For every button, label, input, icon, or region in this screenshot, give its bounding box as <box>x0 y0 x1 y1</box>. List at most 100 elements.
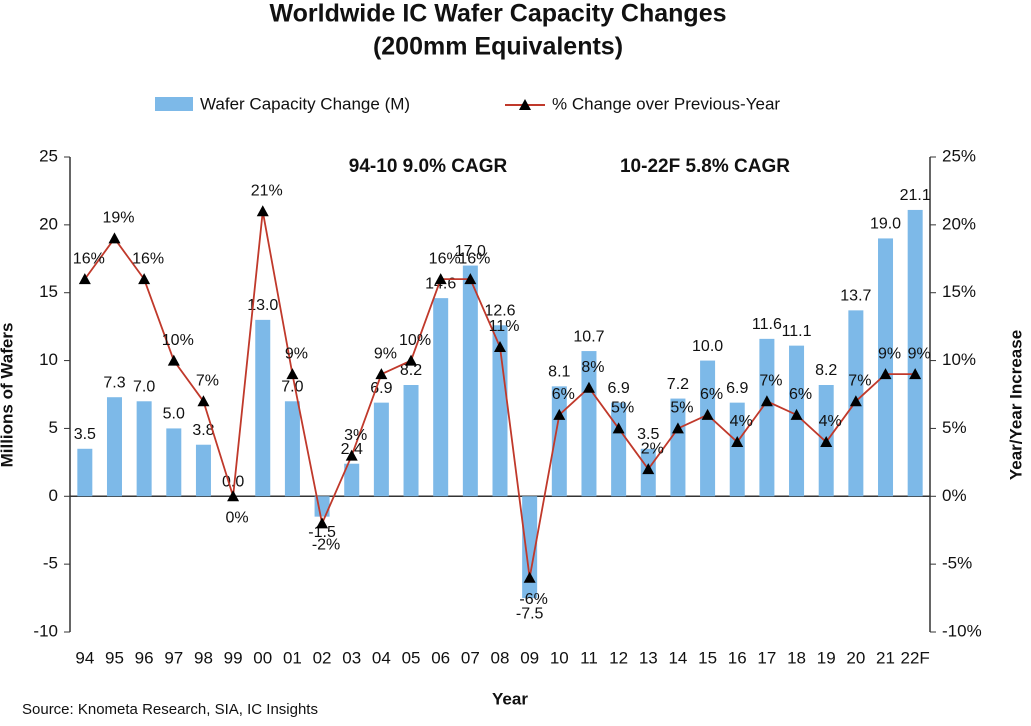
line-label: 11% <box>489 318 520 335</box>
y-tick-label: 0 <box>49 486 58 505</box>
x-tick-label: 20 <box>846 648 865 667</box>
line-marker <box>553 408 566 420</box>
x-tick-label: 94 <box>75 648 94 667</box>
x-tick-label: 16 <box>728 648 747 667</box>
bar <box>284 401 300 497</box>
line-label: 3% <box>344 427 367 444</box>
line-marker <box>434 273 447 285</box>
y-tick-label: -5 <box>43 554 58 573</box>
x-tick-label: 17 <box>757 648 776 667</box>
bar-label: 8.2 <box>815 362 837 379</box>
y-tick-label: 25 <box>39 146 58 165</box>
chart-subtitle: (200mm Equivalents) <box>373 33 623 61</box>
x-tick-label: 01 <box>283 648 302 667</box>
bar-label: 3.8 <box>192 422 214 439</box>
bar-label: -7.5 <box>516 605 544 622</box>
line-marker <box>909 368 922 380</box>
bar <box>373 402 389 497</box>
bar <box>907 209 923 497</box>
x-tick-label: 06 <box>431 648 450 667</box>
bar-label: 6.9 <box>726 380 748 397</box>
line-marker <box>760 395 773 407</box>
legend-marker <box>519 99 531 110</box>
line-label: 16% <box>458 250 490 267</box>
y-tick-label: 20 <box>39 214 58 233</box>
bar <box>789 345 805 497</box>
line-marker <box>167 354 180 366</box>
source-note: Source: Knometa Research, SIA, IC Insigh… <box>22 701 318 718</box>
bar-label: 19.0 <box>870 216 901 233</box>
x-tick-label: 95 <box>105 648 124 667</box>
bar-label: 3.5 <box>637 426 659 443</box>
bar <box>759 338 775 497</box>
y-tick-label: 5 <box>49 418 58 437</box>
x-tick-label: 05 <box>402 648 421 667</box>
y2-tick-label: 25% <box>942 146 976 165</box>
line-marker <box>227 490 240 502</box>
line-label: 0% <box>226 510 249 527</box>
y2-tick-label: 5% <box>942 418 967 437</box>
bar-label: 11.1 <box>782 323 812 340</box>
line-marker <box>820 436 833 447</box>
line-marker <box>582 381 595 393</box>
bar <box>433 298 449 497</box>
y2-tick-label: 0% <box>942 486 967 505</box>
line-marker <box>345 449 358 461</box>
x-tick-label: 18 <box>787 648 806 667</box>
line-marker <box>731 436 744 447</box>
bar-label: 17.0 <box>455 243 486 260</box>
line-label: 19% <box>102 210 134 227</box>
line-marker <box>316 517 329 529</box>
line-label: 4% <box>819 413 842 430</box>
x-tick-label: 11 <box>580 648 598 667</box>
x-tick-label: 21 <box>876 648 895 667</box>
line-label: 6% <box>700 386 723 403</box>
x-tick-label: 97 <box>164 648 183 667</box>
x-tick-label: 19 <box>817 648 836 667</box>
bar <box>611 402 627 497</box>
y2-tick-label: 10% <box>942 350 976 369</box>
bar-label: 13.7 <box>840 288 871 305</box>
x-tick-label: 99 <box>224 648 243 667</box>
bar <box>166 428 182 497</box>
bar-label: 8.2 <box>400 362 422 379</box>
line-label: 9% <box>374 345 397 362</box>
bar-label: 10.0 <box>692 338 723 355</box>
line-label: 10% <box>399 332 431 349</box>
bar-label: 5.0 <box>163 406 185 423</box>
line-marker <box>612 422 625 434</box>
bar <box>729 402 745 497</box>
line-label: 16% <box>429 250 461 267</box>
bar <box>403 385 419 497</box>
line-label: 9% <box>908 345 931 362</box>
bar <box>106 397 122 497</box>
line-label: 7% <box>848 373 871 390</box>
bar-label: 7.0 <box>281 379 303 396</box>
line-marker <box>375 368 388 380</box>
bar-label: 11.6 <box>752 316 782 333</box>
line-marker <box>523 571 536 583</box>
bar <box>195 444 211 497</box>
line-marker <box>138 273 151 285</box>
y2-tick-label: -5% <box>942 554 972 573</box>
line-label: 7% <box>759 373 782 390</box>
bar <box>551 386 567 497</box>
y-tick-label: 15 <box>39 282 58 301</box>
bar-label: 7.3 <box>103 374 125 391</box>
bar-label: 6.9 <box>607 380 629 397</box>
bar <box>700 360 716 497</box>
x-tick-label: 02 <box>313 648 332 667</box>
x-axis-title: Year <box>492 689 528 708</box>
line-label: 16% <box>132 250 164 267</box>
bar-label: 6.9 <box>370 380 392 397</box>
x-tick-label: 00 <box>253 648 272 667</box>
bar-label: 8.1 <box>548 364 570 381</box>
line-label: 10% <box>162 332 194 349</box>
x-tick-label: 09 <box>520 648 539 667</box>
line-label: -6% <box>519 591 547 608</box>
line-label: 5% <box>670 400 693 417</box>
y-tick-label: 10 <box>39 350 58 369</box>
y2-tick-label: -10% <box>942 621 982 640</box>
line-label: 7% <box>196 373 219 390</box>
